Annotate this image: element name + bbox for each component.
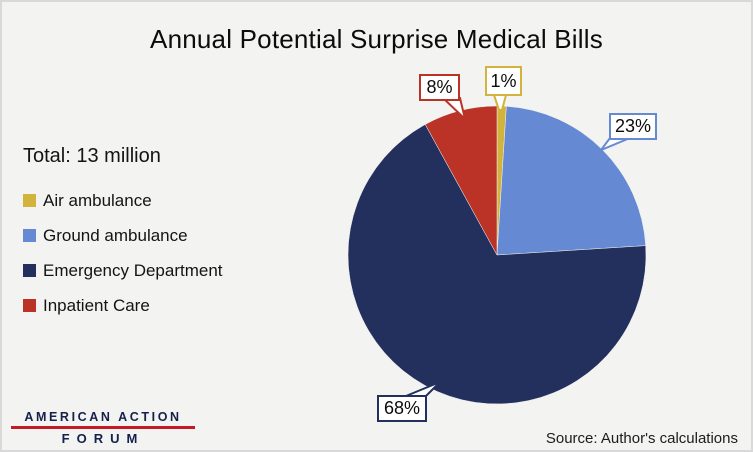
data-label-ground: 23% — [609, 113, 657, 140]
legend-swatch-ground — [23, 229, 36, 242]
data-label-air: 1% — [485, 66, 522, 96]
legend-item-ground: Ground ambulance — [23, 225, 223, 246]
chart-title: Annual Potential Surprise Medical Bills — [150, 24, 603, 54]
pie-slices — [347, 105, 647, 405]
american-action-forum-logo: AMERICAN ACTION FORUM — [11, 410, 195, 446]
logo-text-line2: FORUM — [61, 431, 145, 446]
data-label-emergency: 68% — [377, 395, 427, 422]
legend-item-air: Air ambulance — [23, 190, 223, 211]
data-label-inpatient: 8% — [419, 74, 460, 101]
legend-swatch-air — [23, 194, 36, 207]
legend-label-inpatient: Inpatient Care — [43, 295, 150, 315]
source-note: Source: Author's calculations — [545, 430, 738, 447]
pie-slice-emergency-department — [347, 124, 647, 405]
legend-item-inpatient: Inpatient Care — [23, 295, 223, 316]
logo-text-line1: AMERICAN ACTION — [24, 410, 182, 424]
legend-label-emergency: Emergency Department — [43, 260, 223, 280]
legend-label-air: Air ambulance — [43, 190, 152, 210]
legend: Air ambulance Ground ambulance Emergency… — [23, 190, 223, 330]
logo-red-underline — [11, 426, 195, 429]
legend-label-ground: Ground ambulance — [43, 225, 188, 245]
legend-swatch-emergency — [23, 264, 36, 277]
legend-item-emergency: Emergency Department — [23, 260, 223, 281]
total-label: Total: 13 million — [23, 145, 161, 167]
legend-swatch-inpatient — [23, 299, 36, 312]
